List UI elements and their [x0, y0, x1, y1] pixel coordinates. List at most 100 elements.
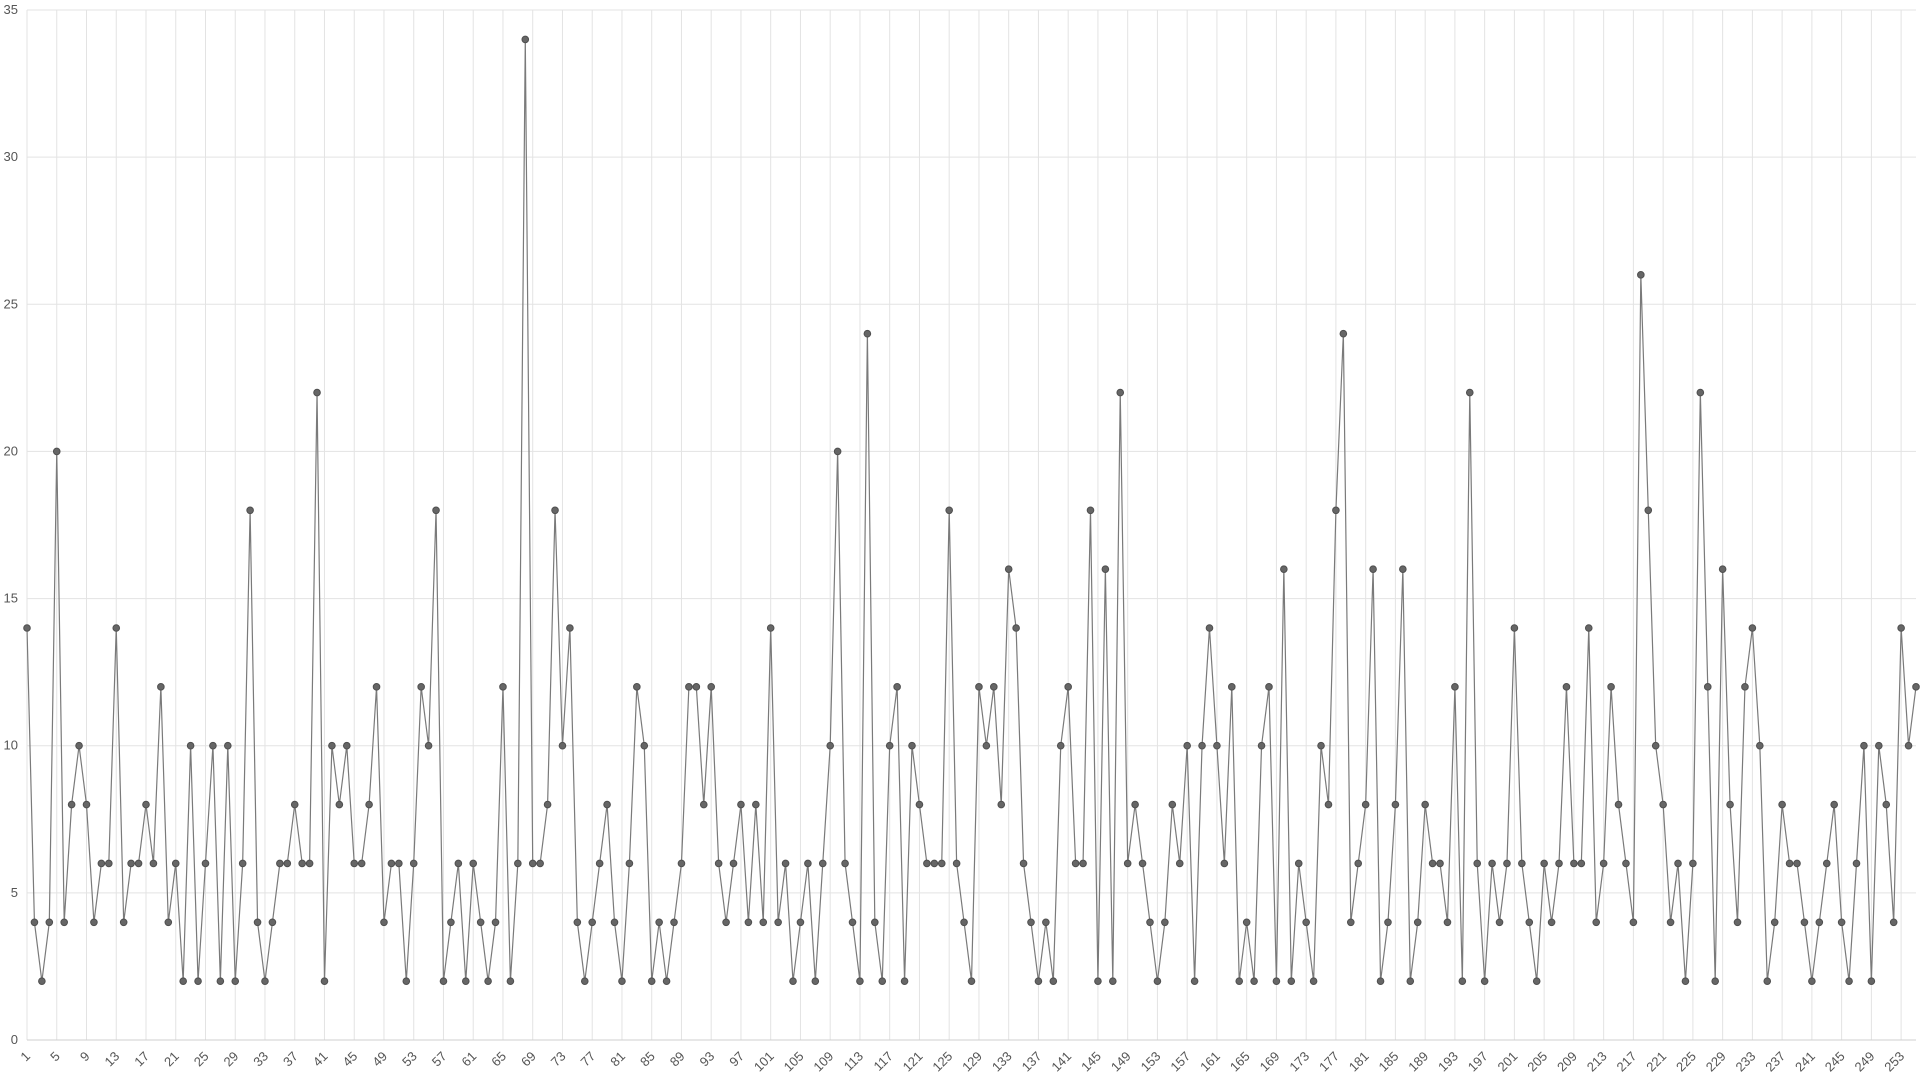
- data-point: [1741, 683, 1749, 691]
- y-tick-label: 15: [4, 591, 18, 606]
- data-point: [97, 859, 106, 868]
- data-point: [75, 741, 83, 750]
- data-point: [253, 918, 262, 927]
- x-tick-label: 225: [1673, 1049, 1699, 1075]
- x-tick-label: 65: [488, 1049, 509, 1070]
- x-tick-label: 149: [1108, 1049, 1134, 1075]
- data-point: [1294, 859, 1303, 868]
- x-tick-label: 85: [637, 1049, 658, 1070]
- x-tick-labels: 1 5 9 13 17 21 25 29 33 37 41 45 49 53 57 61 65 69 73 77 81 8…: [17, 1049, 1907, 1075]
- data-point: [469, 859, 478, 868]
- x-tick-label: 145: [1078, 1049, 1104, 1075]
- data-point: [1413, 918, 1422, 927]
- data-point: [960, 918, 968, 927]
- x-tick-label: 173: [1286, 1049, 1312, 1075]
- data-point: [261, 977, 269, 985]
- data-point: [915, 800, 924, 809]
- data-point: [1756, 741, 1764, 750]
- data-point: [1056, 741, 1065, 750]
- data-point: [1525, 918, 1534, 927]
- data-point: [350, 859, 359, 868]
- data-point: [1830, 800, 1838, 809]
- x-tick-label: 13: [102, 1049, 123, 1070]
- series-line: [26, 39, 1917, 982]
- x-tick-label: 125: [929, 1049, 955, 1075]
- data-point: [424, 741, 433, 750]
- x-tick-label: 121: [900, 1049, 926, 1075]
- x-tick-label: 49: [369, 1049, 390, 1070]
- data-point: [752, 800, 760, 809]
- data-point: [1012, 624, 1020, 632]
- data-point: [618, 977, 626, 985]
- data-point: [1250, 977, 1258, 985]
- x-tick-label: 21: [161, 1049, 182, 1070]
- data-point: [1659, 800, 1667, 809]
- x-tick-label: 221: [1643, 1049, 1669, 1075]
- x-tick-label: 37: [280, 1049, 301, 1070]
- x-tick-label: 133: [989, 1049, 1015, 1075]
- x-tick-label: 241: [1792, 1049, 1818, 1075]
- x-tick-label: 201: [1495, 1049, 1521, 1075]
- data-point: [647, 977, 656, 985]
- y-tick-label: 25: [4, 296, 18, 311]
- x-tick-label: 193: [1435, 1049, 1461, 1075]
- data-point: [1592, 918, 1601, 927]
- data-point: [1198, 741, 1206, 750]
- data-point: [543, 800, 552, 809]
- data-point: [1480, 977, 1489, 985]
- data-point: [1332, 506, 1340, 515]
- x-tick-label: 205: [1524, 1049, 1550, 1075]
- x-tick-label: 57: [429, 1049, 450, 1070]
- x-tick-label: 101: [751, 1049, 777, 1075]
- data-point: [521, 35, 530, 44]
- x-tick-label: 249: [1852, 1049, 1878, 1075]
- x-tick-label: 77: [577, 1049, 598, 1070]
- data-point: [1800, 918, 1809, 927]
- x-tick-label: 29: [221, 1049, 242, 1070]
- data-point: [149, 859, 158, 868]
- data-point: [1912, 683, 1920, 691]
- data-point: [439, 977, 448, 985]
- data-point: [387, 859, 396, 868]
- data-point: [1146, 918, 1154, 927]
- data-point: [930, 859, 939, 868]
- x-tick-label: 209: [1554, 1049, 1580, 1075]
- data-point: [1518, 859, 1526, 868]
- data-point: [224, 741, 232, 750]
- data-point: [1205, 624, 1214, 632]
- data-point: [1042, 918, 1050, 927]
- data-point: [1116, 388, 1125, 397]
- data-point: [1153, 977, 1162, 985]
- x-tick-label: 217: [1614, 1049, 1640, 1075]
- data-point: [707, 683, 716, 691]
- data-point: [179, 977, 187, 985]
- data-point: [1570, 859, 1578, 868]
- data-point: [1488, 859, 1496, 868]
- data-point: [283, 859, 292, 868]
- data-point: [1406, 977, 1415, 985]
- data-point: [105, 859, 113, 868]
- data-point: [1094, 977, 1102, 985]
- data-point: [1845, 977, 1853, 985]
- y-tick-label: 10: [4, 738, 18, 753]
- data-point: [789, 977, 797, 985]
- data-point: [1651, 741, 1660, 750]
- data-point: [1696, 388, 1705, 397]
- data-point: [1361, 800, 1370, 809]
- data-point: [402, 977, 411, 985]
- data-point: [804, 859, 812, 868]
- data-point: [811, 977, 820, 985]
- data-point: [588, 918, 597, 927]
- data-point: [1287, 977, 1296, 985]
- data-point: [685, 683, 693, 691]
- data-point: [1793, 859, 1801, 868]
- data-point: [1346, 918, 1355, 927]
- data-point: [1019, 859, 1028, 868]
- data-point: [1213, 741, 1221, 750]
- data-point: [558, 741, 567, 750]
- x-tick-label: 113: [841, 1049, 866, 1074]
- x-tick-label: 253: [1881, 1049, 1907, 1075]
- data-point: [1607, 683, 1615, 691]
- data-point: [1391, 800, 1400, 809]
- x-tick-label: 137: [1019, 1049, 1045, 1075]
